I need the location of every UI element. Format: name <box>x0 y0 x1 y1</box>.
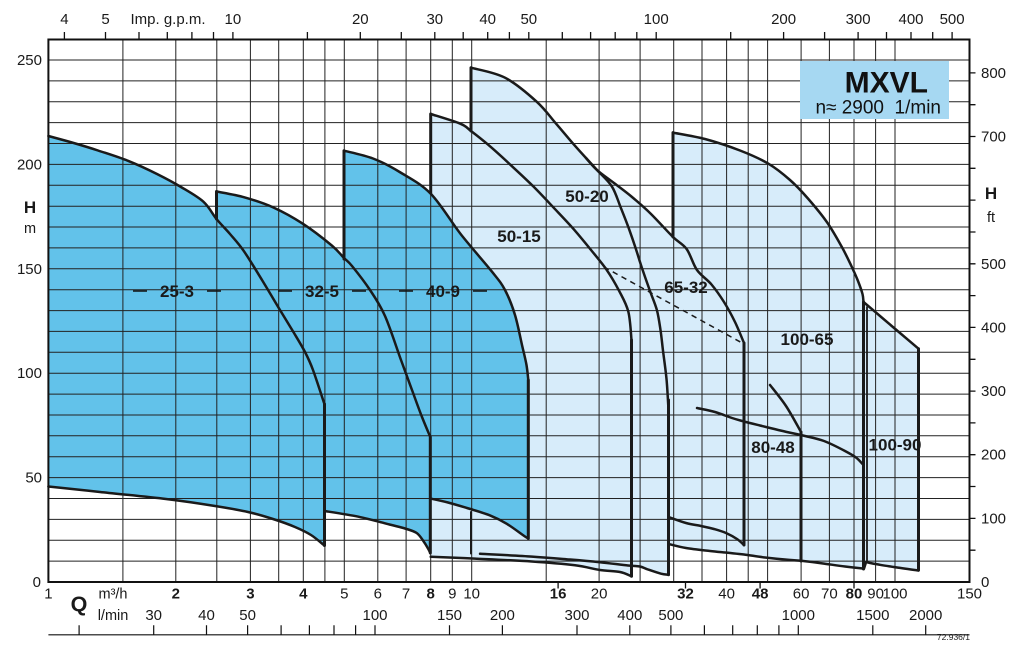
svg-text:1: 1 <box>44 586 52 603</box>
svg-text:3: 3 <box>246 586 254 603</box>
svg-text:50: 50 <box>25 470 42 487</box>
svg-text:500: 500 <box>981 256 1006 273</box>
svg-text:300: 300 <box>981 383 1006 400</box>
svg-text:100: 100 <box>882 586 907 603</box>
svg-text:8: 8 <box>427 586 435 603</box>
svg-text:500: 500 <box>658 607 683 624</box>
svg-text:100: 100 <box>17 365 42 382</box>
svg-text:150: 150 <box>437 607 462 624</box>
svg-text:70: 70 <box>821 586 838 603</box>
svg-text:500: 500 <box>940 11 965 28</box>
svg-text:m³/h: m³/h <box>99 587 128 603</box>
svg-text:Q: Q <box>71 592 88 616</box>
svg-text:H: H <box>24 198 36 217</box>
svg-text:1000: 1000 <box>782 607 815 624</box>
svg-text:100: 100 <box>981 510 1006 527</box>
svg-text:100: 100 <box>362 607 387 624</box>
svg-text:300: 300 <box>846 11 871 28</box>
svg-text:25-3: 25-3 <box>160 282 194 301</box>
svg-text:20: 20 <box>591 586 608 603</box>
svg-text:40: 40 <box>479 11 496 28</box>
svg-text:100: 100 <box>644 11 669 28</box>
svg-text:50-20: 50-20 <box>565 187 608 206</box>
svg-text:32: 32 <box>677 586 694 603</box>
svg-text:H: H <box>985 184 997 203</box>
svg-text:90: 90 <box>867 586 884 603</box>
svg-text:72.936/1: 72.936/1 <box>937 632 970 642</box>
svg-text:40: 40 <box>718 586 735 603</box>
svg-text:5: 5 <box>101 11 109 28</box>
svg-text:400: 400 <box>617 607 642 624</box>
svg-text:l/min: l/min <box>98 608 129 624</box>
svg-text:5: 5 <box>340 586 348 603</box>
svg-text:200: 200 <box>490 607 515 624</box>
svg-text:100-65: 100-65 <box>781 330 834 349</box>
svg-text:2000: 2000 <box>909 607 942 624</box>
svg-text:40: 40 <box>198 607 215 624</box>
svg-text:30: 30 <box>145 607 162 624</box>
svg-text:50: 50 <box>520 11 537 28</box>
svg-text:7: 7 <box>402 586 410 603</box>
svg-text:150: 150 <box>17 261 42 278</box>
svg-text:n≈ 2900 1/min: n≈ 2900 1/min <box>815 98 941 119</box>
svg-text:800: 800 <box>981 65 1006 82</box>
svg-text:60: 60 <box>793 586 810 603</box>
svg-text:200: 200 <box>771 11 796 28</box>
svg-text:4: 4 <box>60 11 68 28</box>
svg-text:32-5: 32-5 <box>305 282 339 301</box>
svg-text:2: 2 <box>172 586 180 603</box>
svg-text:400: 400 <box>981 319 1006 336</box>
svg-text:40-9: 40-9 <box>426 282 460 301</box>
svg-text:65-32: 65-32 <box>664 278 707 297</box>
svg-text:400: 400 <box>898 11 923 28</box>
svg-text:80-48: 80-48 <box>751 438 794 457</box>
svg-text:4: 4 <box>299 586 308 603</box>
svg-text:700: 700 <box>981 129 1006 146</box>
svg-text:16: 16 <box>550 586 567 603</box>
svg-text:10: 10 <box>463 586 480 603</box>
svg-text:m: m <box>24 221 36 237</box>
svg-text:Imp. g.p.m.: Imp. g.p.m. <box>130 11 205 28</box>
svg-text:30: 30 <box>426 11 443 28</box>
svg-text:6: 6 <box>374 586 382 603</box>
svg-text:0: 0 <box>33 574 41 591</box>
svg-text:0: 0 <box>981 574 989 591</box>
svg-text:9: 9 <box>448 586 456 603</box>
svg-text:MXVL: MXVL <box>845 67 928 100</box>
svg-text:50: 50 <box>239 607 256 624</box>
svg-text:50-15: 50-15 <box>497 227 540 246</box>
svg-text:10: 10 <box>225 11 242 28</box>
svg-text:ft: ft <box>987 210 995 226</box>
svg-text:300: 300 <box>564 607 589 624</box>
svg-text:250: 250 <box>17 52 42 69</box>
svg-text:48: 48 <box>752 586 769 603</box>
svg-text:150: 150 <box>957 586 982 603</box>
svg-text:1500: 1500 <box>856 607 889 624</box>
svg-text:100-90: 100-90 <box>869 436 922 455</box>
svg-text:200: 200 <box>981 447 1006 464</box>
svg-text:20: 20 <box>352 11 369 28</box>
svg-text:80: 80 <box>846 586 863 603</box>
svg-text:200: 200 <box>17 156 42 173</box>
